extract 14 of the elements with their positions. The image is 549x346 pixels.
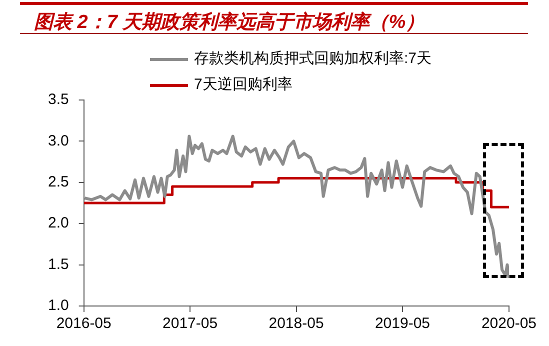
y-tick-label: 2.0	[48, 214, 69, 232]
x-tick-label: 2016-05	[56, 315, 112, 332]
chart-title: 图表 2：7 天期政策利率远高于市场利率（%）	[34, 10, 425, 35]
y-tick-label: 3.5	[48, 91, 69, 108]
legend-label: 7天逆回购利率	[194, 75, 292, 95]
y-tick-label: 2.5	[48, 174, 69, 191]
x-tick-label: 2018-05	[268, 315, 324, 332]
legend-label: 存款类机构质押式回购加权利率:7天	[194, 49, 432, 69]
y-tick-label: 1.5	[48, 256, 69, 273]
x-tick-label: 2017-05	[162, 315, 218, 332]
x-tick-label: 2020-05	[481, 315, 537, 332]
y-tick-label: 3.0	[48, 132, 69, 150]
y-tick-label: 1.0	[48, 297, 69, 314]
x-tick-label: 2019-05	[374, 315, 430, 332]
